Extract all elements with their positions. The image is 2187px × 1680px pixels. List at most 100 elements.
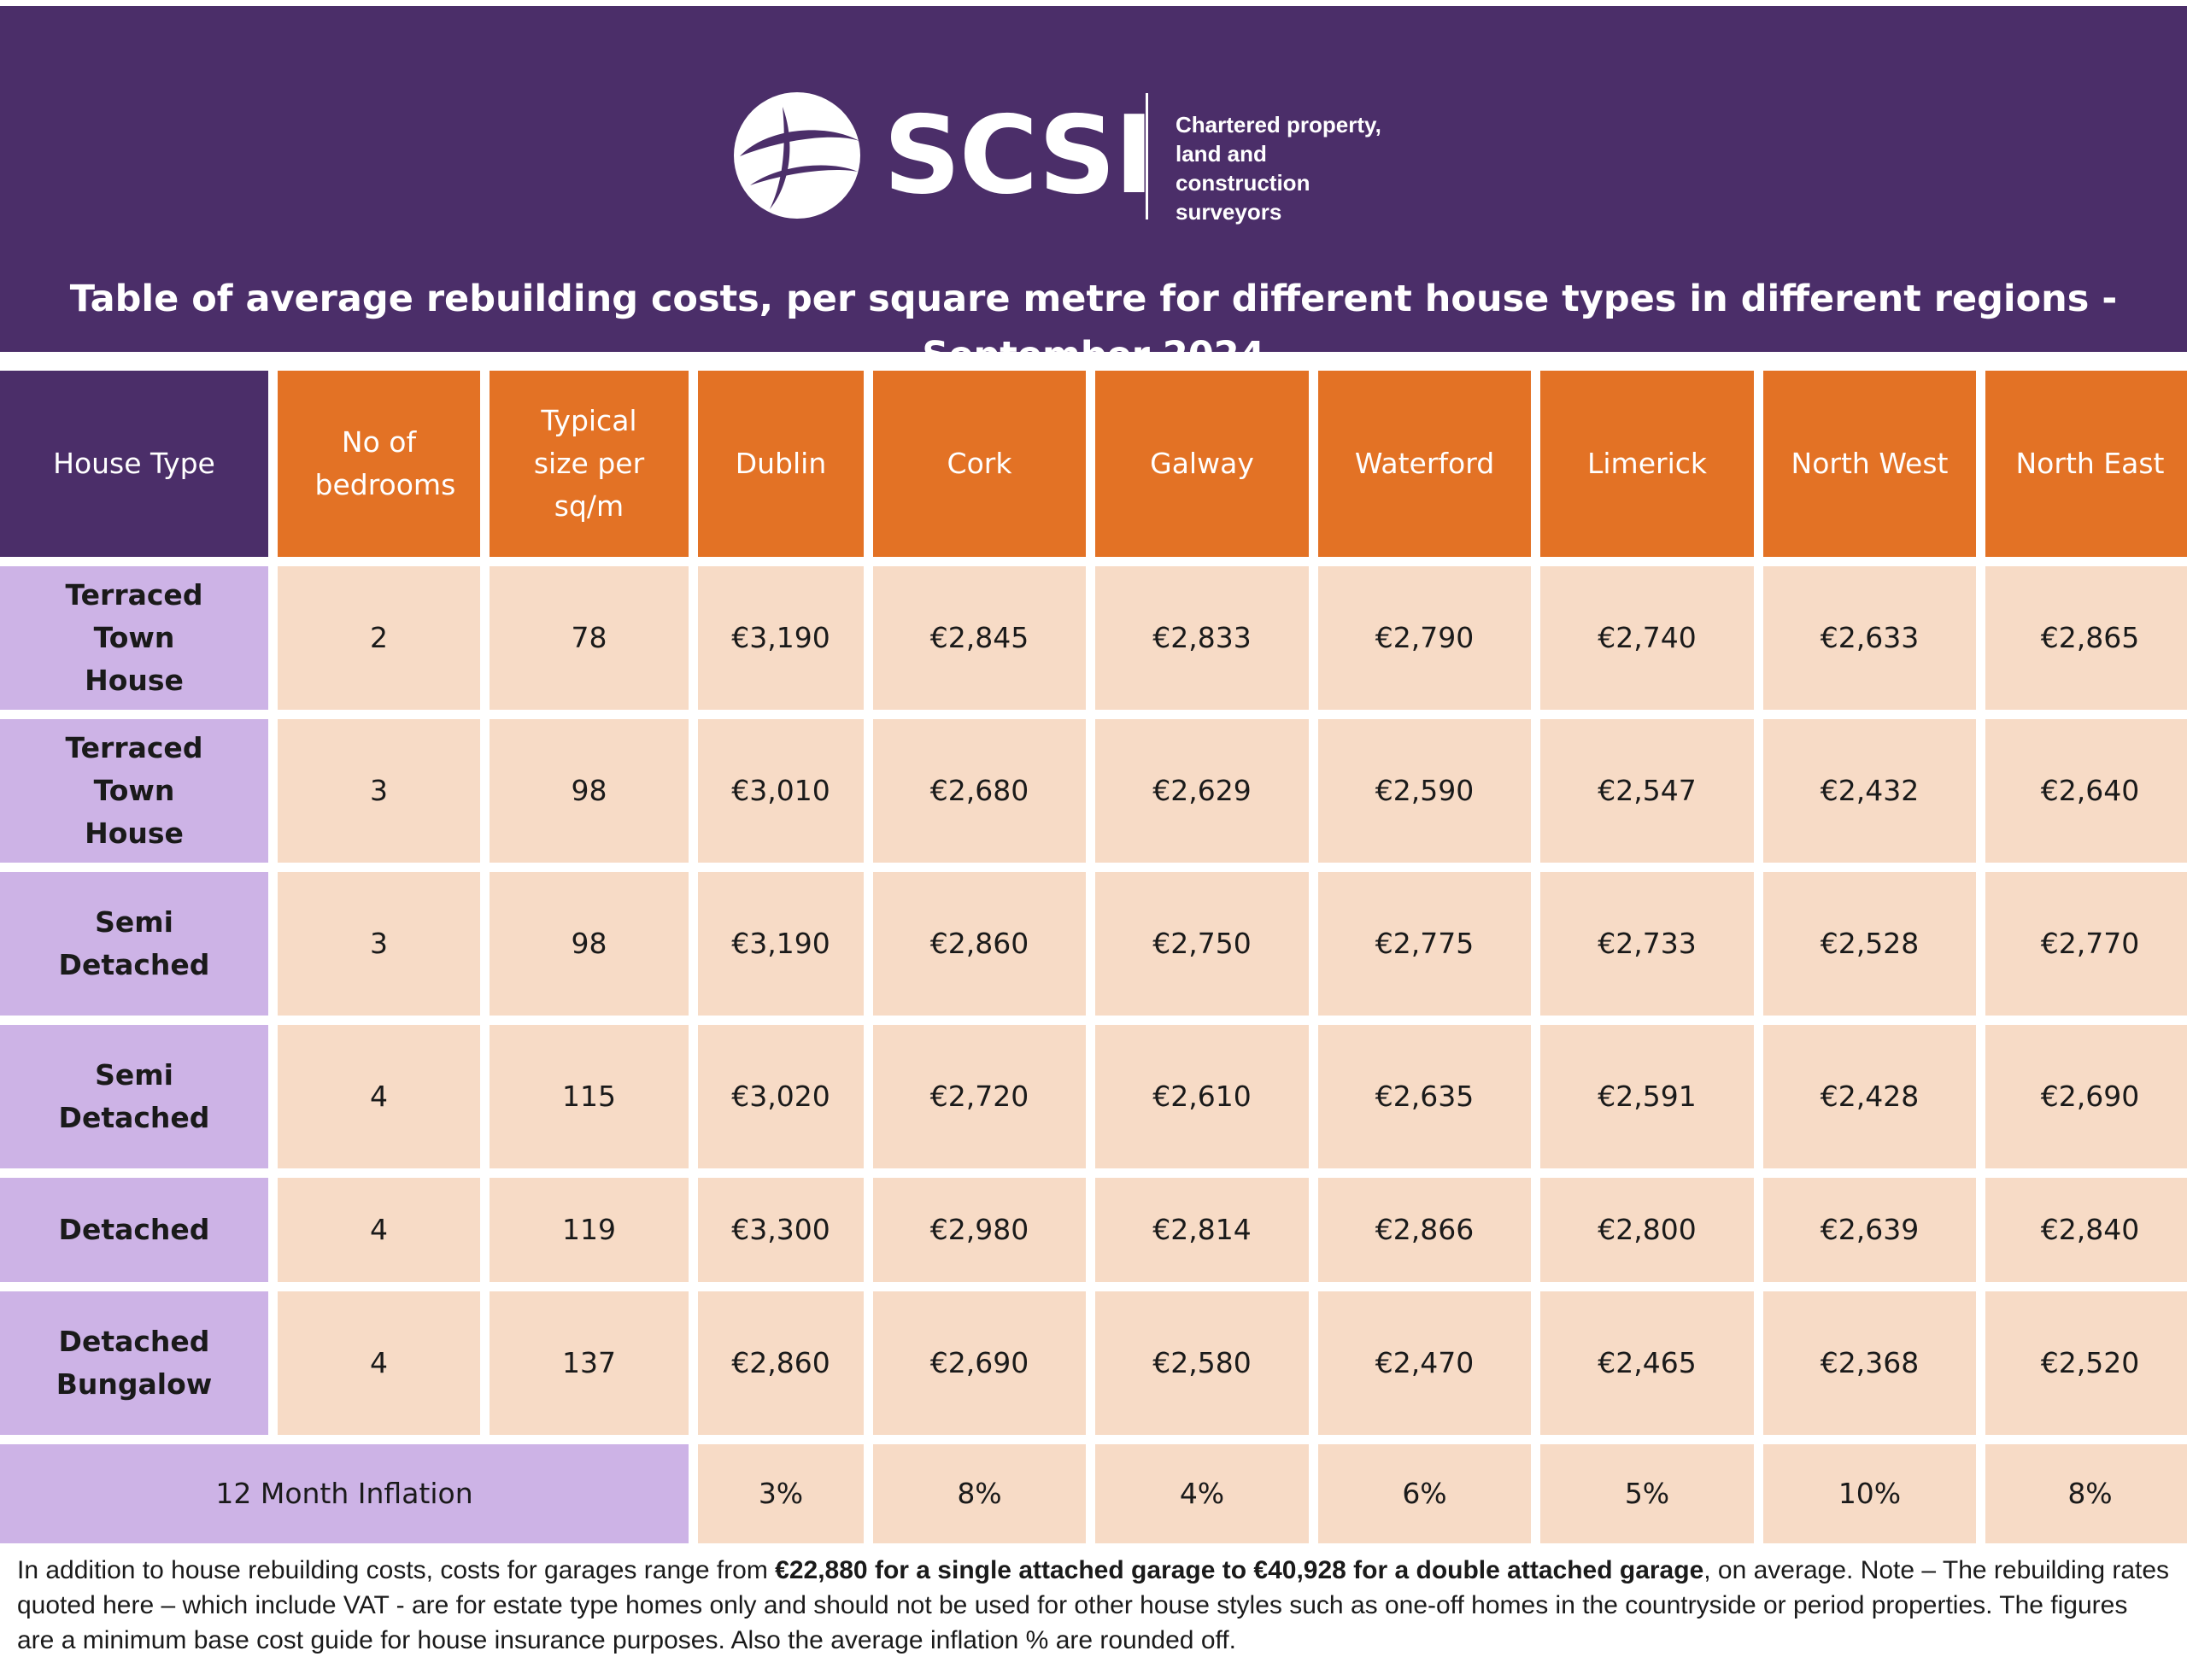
table-cell-north-west: €2,639	[1763, 1178, 1976, 1282]
column-header-bedrooms-label: No of bedrooms	[314, 425, 456, 501]
table-cell-size: 115	[490, 1025, 689, 1168]
table-cell-galway: €2,750	[1095, 872, 1309, 1016]
scsi-logo-mark-icon	[734, 92, 860, 219]
inflation-cell-north-east: 8%	[1985, 1444, 2187, 1543]
table-cell-dublin: €3,010	[698, 719, 864, 863]
table-cell-size: 98	[490, 872, 689, 1016]
table-cell-cork: €2,845	[873, 566, 1086, 710]
column-header-north-east: North East	[1985, 371, 2187, 557]
row-house-type-label: Detached Bungalow	[56, 1325, 213, 1401]
table-cell-size: 78	[490, 566, 689, 710]
row-house-type-label: Terraced Town House	[65, 731, 203, 850]
table-cell-limerick: €2,740	[1540, 566, 1754, 710]
table-cell-limerick: €2,465	[1540, 1291, 1754, 1435]
table-cell-cork: €2,690	[873, 1291, 1086, 1435]
table-cell-limerick: €2,547	[1540, 719, 1754, 863]
tagline-line: land and construction	[1176, 141, 1310, 196]
row-house-type: Semi Detached	[0, 872, 268, 1016]
column-header-dublin: Dublin	[698, 371, 864, 557]
table-cell-north-west: €2,633	[1763, 566, 1976, 710]
table-cell-cork: €2,680	[873, 719, 1086, 863]
table-cell-north-west: €2,428	[1763, 1025, 1976, 1168]
table-cell-north-west: €2,528	[1763, 872, 1976, 1016]
footnote-garage-costs: €22,880 for a single attached garage to …	[775, 1556, 1704, 1584]
inflation-cell-cork: 8%	[873, 1444, 1086, 1543]
inflation-cell-dublin: 3%	[698, 1444, 864, 1543]
table-cell-north-east: €2,770	[1985, 872, 2187, 1016]
inflation-cell-limerick: 5%	[1540, 1444, 1754, 1543]
brand-tagline: Chartered property, land and constructio…	[1176, 110, 1398, 226]
table-cell-limerick: €2,800	[1540, 1178, 1754, 1282]
table-cell-cork: €2,860	[873, 872, 1086, 1016]
footnote-part1: In addition to house rebuilding costs, c…	[17, 1556, 776, 1584]
inflation-cell-waterford: 6%	[1318, 1444, 1531, 1543]
row-house-type: Semi Detached	[0, 1025, 268, 1168]
row-house-type-label: Semi Detached	[58, 1058, 210, 1134]
table-cell-cork: €2,720	[873, 1025, 1086, 1168]
table-cell-waterford: €2,775	[1318, 872, 1531, 1016]
inflation-label: 12 Month Inflation	[0, 1444, 689, 1543]
row-house-type-label: Semi Detached	[58, 905, 210, 981]
column-header-cork: Cork	[873, 371, 1086, 557]
table-cell-waterford: €2,866	[1318, 1178, 1531, 1282]
inflation-cell-galway: 4%	[1095, 1444, 1309, 1543]
table-cell-galway: €2,833	[1095, 566, 1309, 710]
scsi-logo: SCSI Chartered property, land and constr…	[731, 90, 1398, 225]
column-header-size: Typical size per sq/m	[490, 371, 689, 557]
table-cell-limerick: €2,733	[1540, 872, 1754, 1016]
page-title: Table of average rebuilding costs, per s…	[69, 278, 2118, 377]
column-header-house-type: House Type	[0, 371, 268, 557]
row-house-type: Terraced Town House	[0, 566, 268, 710]
table-cell-bedrooms: 4	[278, 1291, 480, 1435]
column-header-waterford: Waterford	[1318, 371, 1531, 557]
column-header-north-west: North West	[1763, 371, 1976, 557]
table-cell-waterford: €2,790	[1318, 566, 1531, 710]
column-header-size-label: Typical size per sq/m	[533, 404, 645, 523]
table-cell-north-east: €2,865	[1985, 566, 2187, 710]
table-cell-bedrooms: 3	[278, 872, 480, 1016]
row-house-type: Detached Bungalow	[0, 1291, 268, 1435]
logo-divider	[1146, 93, 1148, 220]
inflation-cell-north-west: 10%	[1763, 1444, 1976, 1543]
table-cell-galway: €2,610	[1095, 1025, 1309, 1168]
table-cell-dublin: €3,020	[698, 1025, 864, 1168]
row-house-type: Detached	[0, 1178, 268, 1282]
row-house-type: Terraced Town House	[0, 719, 268, 863]
table-cell-north-east: €2,640	[1985, 719, 2187, 863]
column-header-galway: Galway	[1095, 371, 1309, 557]
table-cell-limerick: €2,591	[1540, 1025, 1754, 1168]
table-cell-dublin: €3,300	[698, 1178, 864, 1282]
table-cell-north-east: €2,520	[1985, 1291, 2187, 1435]
table-cell-galway: €2,580	[1095, 1291, 1309, 1435]
table-cell-waterford: €2,590	[1318, 719, 1531, 863]
table-cell-dublin: €3,190	[698, 566, 864, 710]
rebuilding-costs-table: House Type No of bedrooms Typical size p…	[0, 371, 2187, 1543]
table-cell-bedrooms: 3	[278, 719, 480, 863]
tagline-line: Chartered property,	[1176, 112, 1381, 138]
table-cell-cork: €2,980	[873, 1178, 1086, 1282]
table-cell-north-west: €2,432	[1763, 719, 1976, 863]
table-cell-north-east: €2,690	[1985, 1025, 2187, 1168]
column-header-bedrooms: No of bedrooms	[278, 371, 480, 557]
footnote-part2: , on average. Note – The rebuilding rate…	[17, 1556, 2170, 1654]
table-cell-waterford: €2,470	[1318, 1291, 1531, 1435]
brand-name: SCSI	[883, 92, 1154, 218]
footnote: In addition to house rebuilding costs, c…	[17, 1553, 2170, 1658]
table-cell-size: 98	[490, 719, 689, 863]
column-header-limerick: Limerick	[1540, 371, 1754, 557]
table-cell-galway: €2,629	[1095, 719, 1309, 863]
table-cell-size: 137	[490, 1291, 689, 1435]
row-house-type-label: Detached	[58, 1213, 210, 1246]
table-cell-north-west: €2,368	[1763, 1291, 1976, 1435]
row-house-type-label: Terraced Town House	[65, 578, 203, 697]
table-cell-size: 119	[490, 1178, 689, 1282]
table-cell-bedrooms: 4	[278, 1025, 480, 1168]
table-cell-galway: €2,814	[1095, 1178, 1309, 1282]
header-banner: SCSI Chartered property, land and constr…	[0, 6, 2187, 377]
table-cell-dublin: €3,190	[698, 872, 864, 1016]
table-cell-waterford: €2,635	[1318, 1025, 1531, 1168]
table-cell-dublin: €2,860	[698, 1291, 864, 1435]
tagline-line: surveyors	[1176, 199, 1282, 225]
table-cell-bedrooms: 2	[278, 566, 480, 710]
table-cell-bedrooms: 4	[278, 1178, 480, 1282]
